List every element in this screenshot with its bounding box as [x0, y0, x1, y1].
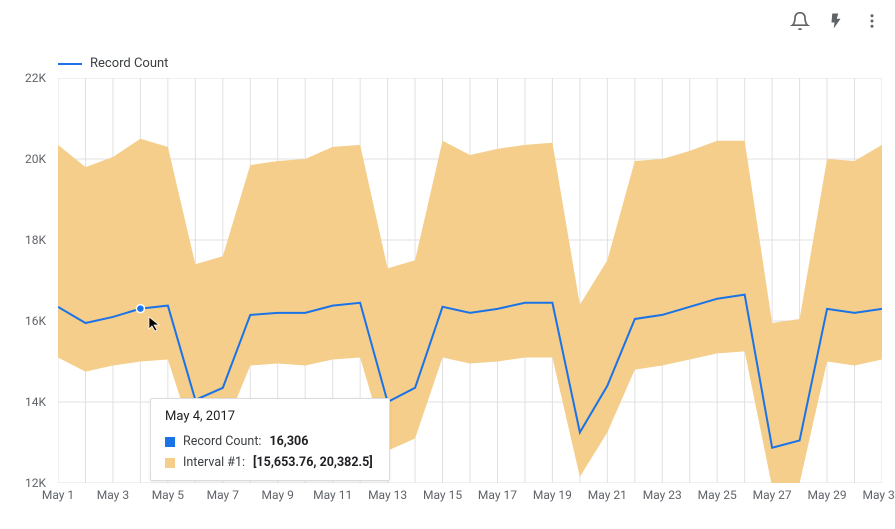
- more-vert-icon[interactable]: [861, 10, 883, 32]
- tooltip-label: Interval #1:: [183, 455, 245, 470]
- tooltip-date: May 4, 2017: [165, 409, 375, 424]
- x-tick-label: May 1: [42, 488, 74, 502]
- legend-series-label: Record Count: [90, 56, 168, 71]
- tooltip-row: Interval #1: [15,653.76, 20,382.5]: [165, 455, 375, 470]
- x-tick-label: May 21: [588, 488, 627, 502]
- tooltip-row: Record Count: 16,306: [165, 434, 375, 449]
- x-tick-label: May 3: [97, 488, 129, 502]
- bolt-icon[interactable]: [825, 10, 847, 32]
- tooltip-value: 16,306: [269, 434, 308, 449]
- hover-point: [136, 305, 144, 313]
- bell-icon[interactable]: [789, 10, 811, 32]
- x-tick-label: May 9: [262, 488, 294, 502]
- x-tick-label: May 23: [643, 488, 682, 502]
- x-tick-label: May 19: [533, 488, 572, 502]
- y-tick-label: 14K: [25, 395, 46, 409]
- x-tick-label: May 31: [862, 488, 895, 502]
- y-tick-label: 16K: [25, 314, 46, 328]
- x-tick-label: May 25: [698, 488, 737, 502]
- legend: Record Count: [58, 56, 168, 71]
- x-tick-label: May 17: [478, 488, 517, 502]
- tooltip-label: Record Count:: [183, 434, 261, 449]
- y-tick-label: 20K: [25, 152, 46, 166]
- x-tick-label: May 27: [753, 488, 792, 502]
- tooltip-swatch: [165, 458, 175, 468]
- x-tick-label: May 29: [808, 488, 847, 502]
- y-tick-label: 22K: [25, 71, 46, 85]
- legend-swatch-line: [58, 63, 82, 65]
- tooltip-value: [15,653.76, 20,382.5]: [253, 455, 373, 470]
- x-tick-label: May 11: [313, 488, 352, 502]
- toolbar: [789, 10, 883, 32]
- x-tick-label: May 15: [423, 488, 462, 502]
- y-axis: 12K14K16K18K20K22K: [0, 78, 54, 483]
- tooltip-swatch: [165, 437, 175, 447]
- x-tick-label: May 5: [152, 488, 184, 502]
- tooltip: May 4, 2017 Record Count: 16,306 Interval…: [150, 398, 390, 481]
- y-tick-label: 18K: [25, 233, 46, 247]
- x-tick-label: May 7: [207, 488, 239, 502]
- x-tick-label: May 13: [368, 488, 407, 502]
- x-axis: May 1May 3May 5May 7May 9May 11May 13May…: [58, 488, 882, 508]
